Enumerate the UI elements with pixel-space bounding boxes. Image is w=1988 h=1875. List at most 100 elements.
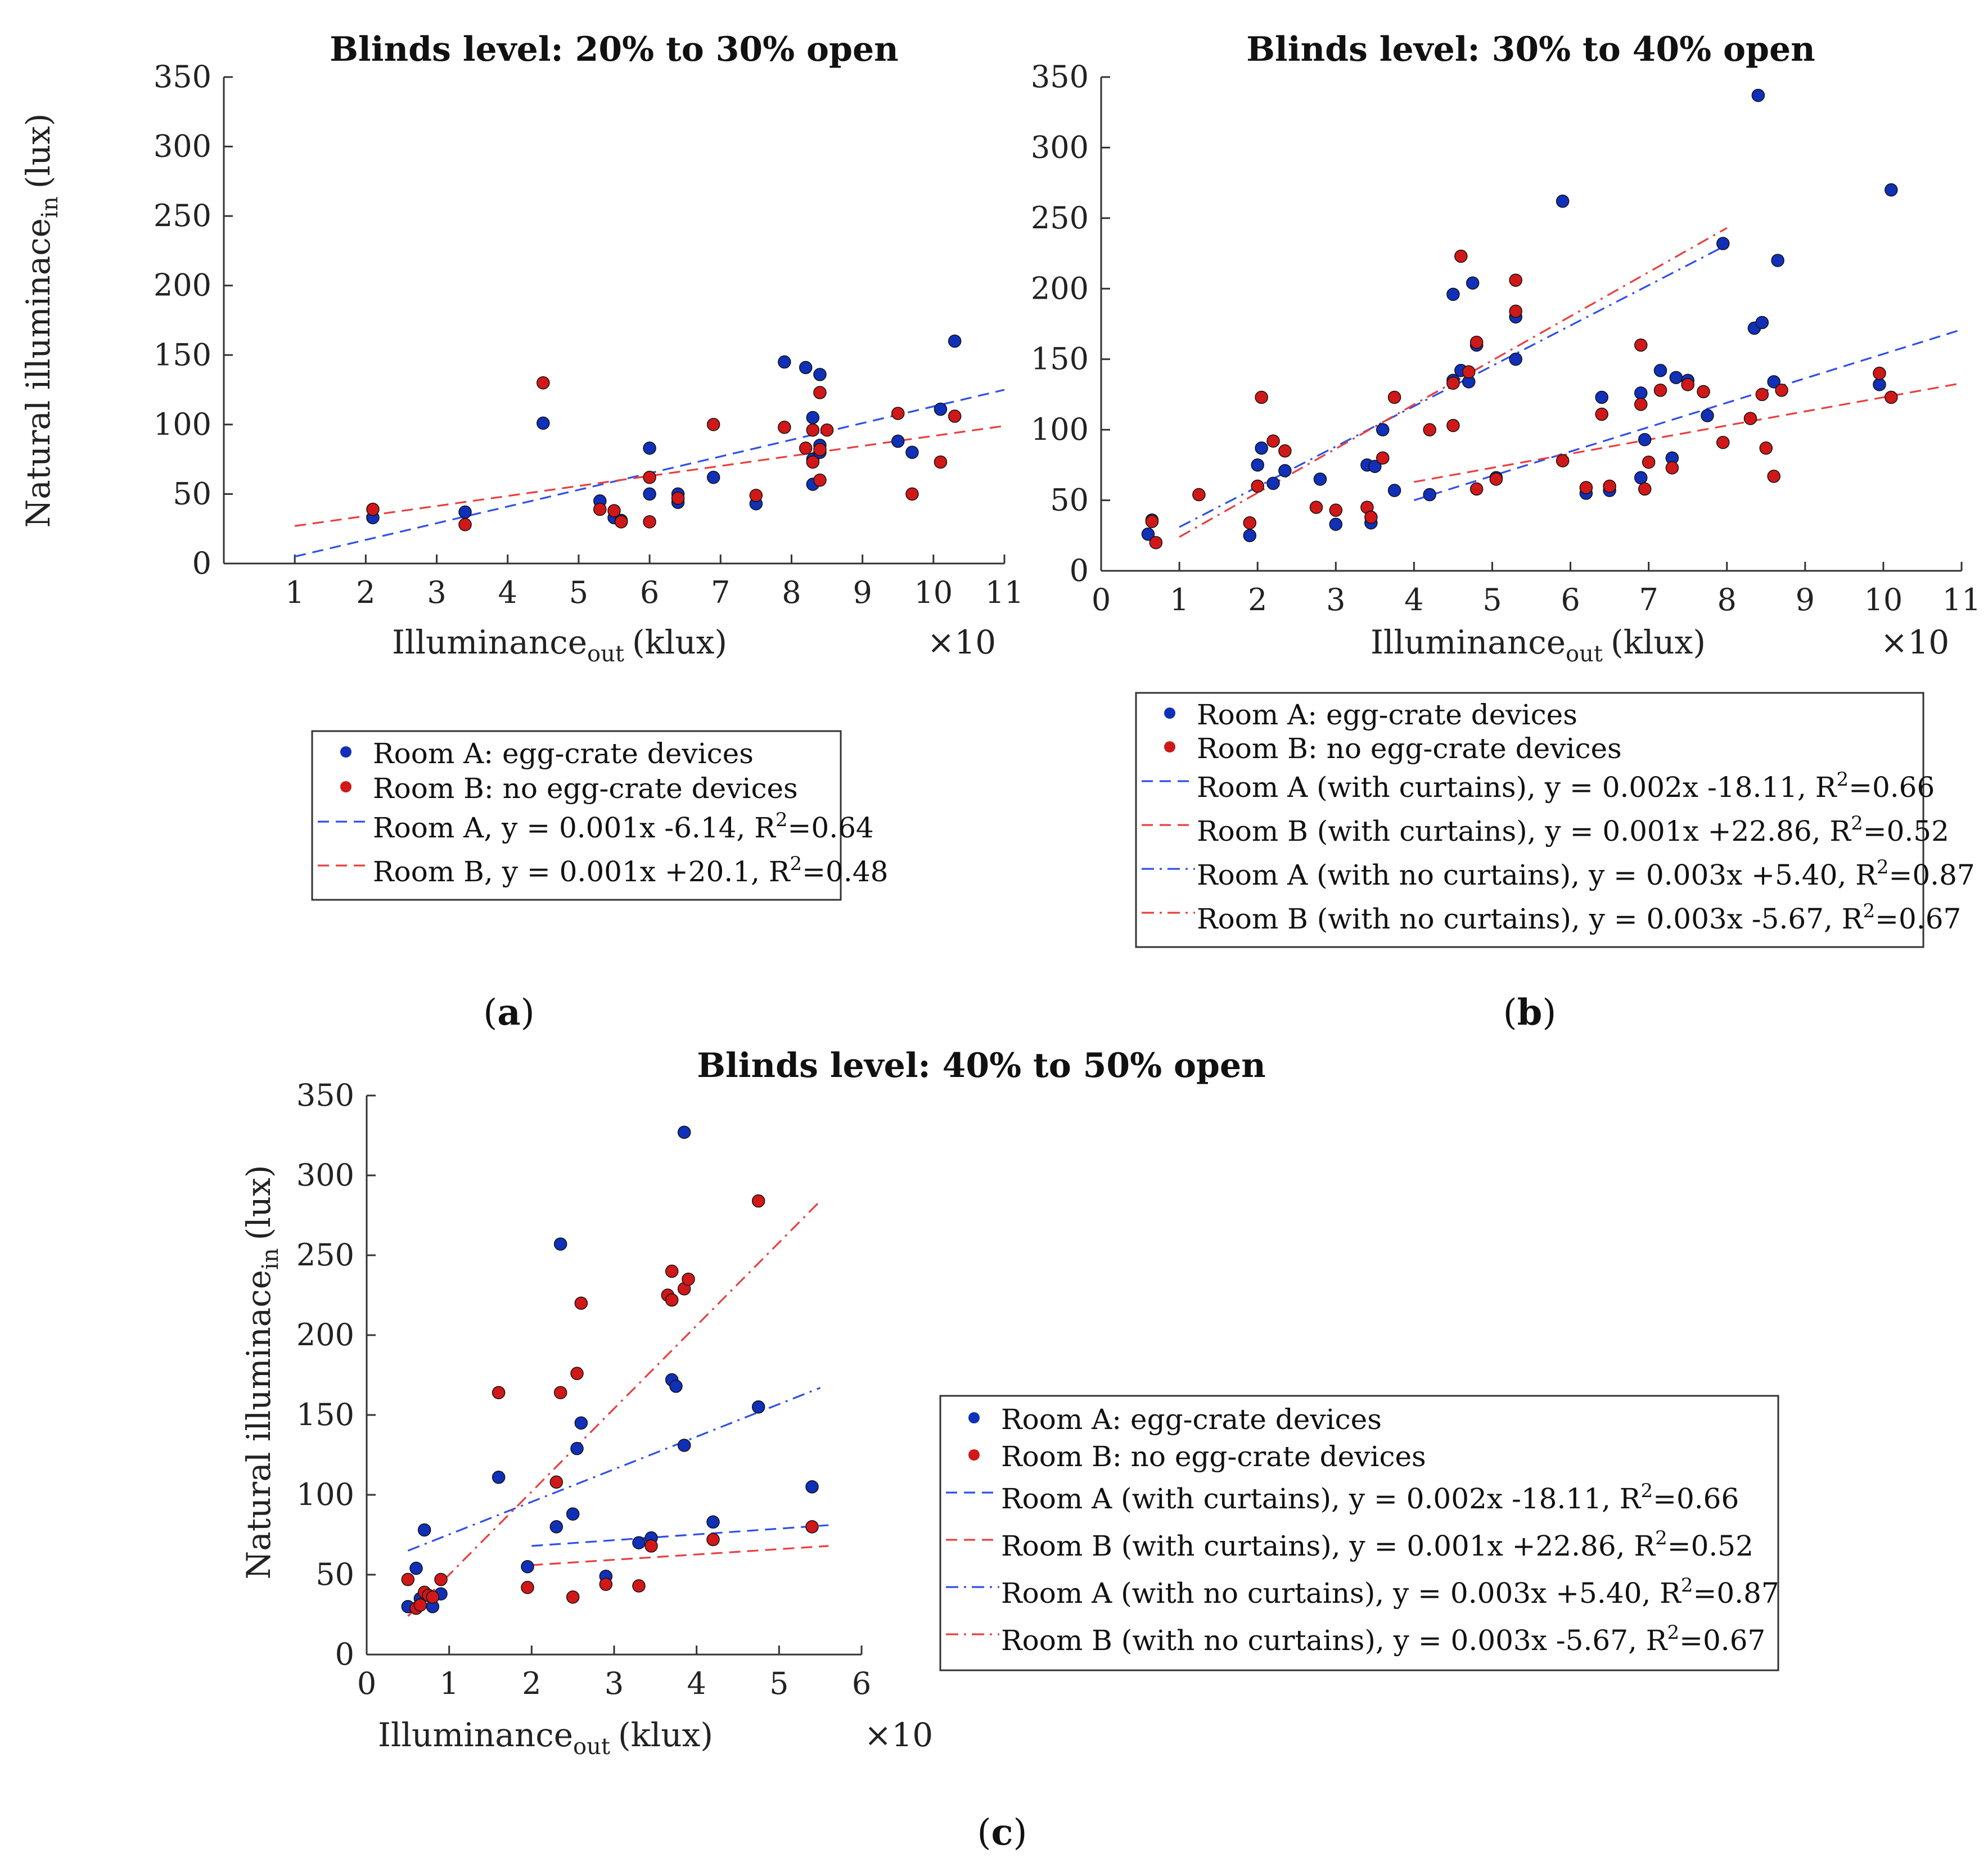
data-point	[1313, 472, 1327, 486]
data-point	[1149, 536, 1163, 549]
data-point	[537, 376, 550, 390]
y-axis-label-unit: (lux)	[240, 1165, 278, 1240]
x-tick-label: 4	[1404, 582, 1423, 618]
y-axis-label: Natural illuminacein (lux)	[240, 1165, 283, 1579]
data-point	[806, 455, 820, 469]
legend-entry: Room A: egg-crate devices	[1197, 698, 1577, 731]
chart-title: Blinds level: 20% to 30% open	[330, 30, 899, 69]
legend-entry: Room B (with curtains), y = 0.001x +22.8…	[1197, 812, 1949, 848]
panel-label: (b)	[1503, 991, 1557, 1034]
x-tick-label: 9	[853, 575, 872, 610]
data-point	[1509, 273, 1522, 287]
data-point	[1595, 407, 1608, 421]
data-point	[1885, 390, 1898, 404]
legend-box	[1135, 692, 1924, 948]
data-point	[1642, 456, 1656, 469]
data-point	[413, 1598, 427, 1612]
y-tick-label: 350	[154, 59, 211, 94]
data-point	[1329, 503, 1343, 517]
legend-marker	[1164, 707, 1175, 719]
y-tick-label: 300	[1031, 129, 1089, 165]
data-point	[1376, 423, 1390, 436]
data-point	[671, 492, 685, 505]
data-point	[948, 334, 962, 348]
legend-entry-tail: =0.52	[1667, 1530, 1753, 1562]
data-point	[417, 1523, 431, 1537]
legend-entry-text: Room B (with no curtains), y = 0.003x -5…	[1001, 1624, 1668, 1657]
legend-marker	[968, 1449, 980, 1461]
legend-entry-tail: =0.67	[1875, 903, 1961, 935]
legend-entry-sup: 2	[1681, 1574, 1693, 1597]
x-axis-multiplier: ×10	[1881, 623, 1949, 661]
x-tick-label: 4	[687, 1666, 706, 1701]
x-tick-label: 1	[1170, 582, 1189, 618]
data-point	[1873, 378, 1886, 391]
legend-entry: Room A (with no curtains), y = 0.003x +5…	[1197, 856, 1975, 891]
fit-line	[1413, 328, 1962, 502]
y-axis-label-main: Natural illuminace	[240, 1270, 278, 1580]
data-point	[1387, 484, 1401, 497]
data-point	[677, 1125, 691, 1139]
legend-entry-text: Room A, y = 0.001x -6.14, R	[373, 812, 776, 844]
x-tick-label: 8	[1717, 582, 1737, 618]
data-point	[1634, 471, 1648, 485]
data-point	[778, 421, 791, 434]
data-point	[643, 487, 656, 501]
data-point	[813, 473, 827, 487]
data-point	[778, 355, 791, 369]
y-tick-label: 100	[154, 407, 211, 442]
data-point	[891, 407, 905, 420]
y-tick-label: 250	[154, 198, 211, 233]
data-point	[549, 1520, 564, 1534]
data-point	[1579, 481, 1593, 494]
data-point	[1665, 461, 1679, 475]
y-tick-label: 50	[1050, 483, 1089, 518]
legend-entry-text: Room B, y = 0.001x +20.1, R	[373, 855, 791, 888]
data-point	[905, 445, 919, 459]
data-point	[665, 1264, 679, 1278]
data-point	[1469, 335, 1484, 349]
legend-marker	[1164, 741, 1175, 752]
data-point	[751, 1400, 765, 1414]
legend-entry-text: Room B: no egg-crate devices	[373, 772, 798, 805]
chart-title: Blinds level: 40% to 50% open	[697, 1046, 1266, 1085]
legend-entry-tail: =0.66	[1653, 1482, 1739, 1515]
fit-line	[407, 1200, 821, 1617]
y-tick-label: 300	[296, 1157, 354, 1193]
legend-entry-sup: 2	[1863, 900, 1875, 922]
data-point	[682, 1272, 695, 1286]
data-point	[1309, 501, 1323, 514]
x-tick-label: 2	[356, 575, 375, 610]
x-tick-label: 10	[1864, 582, 1903, 618]
fit-line	[531, 1545, 829, 1566]
data-point	[1145, 515, 1159, 528]
y-axis-label-main: Natural illuminace	[19, 218, 57, 528]
y-tick-label: 250	[1031, 200, 1089, 236]
data-point	[1376, 451, 1390, 465]
data-point	[820, 423, 834, 437]
x-tick-label: 0	[1092, 582, 1111, 618]
legend-entry-text: Room A: egg-crate devices	[373, 737, 754, 770]
data-point	[549, 1475, 564, 1489]
data-point	[1873, 367, 1886, 380]
data-point	[1266, 434, 1280, 448]
data-point	[599, 1577, 613, 1591]
legend-entry-tail: =0.66	[1849, 771, 1935, 804]
data-point	[1638, 432, 1652, 447]
data-point	[1368, 459, 1382, 474]
chart-title: Blinds level: 30% to 40% open	[1246, 30, 1815, 69]
y-tick-label: 200	[1031, 271, 1089, 306]
x-tick-label: 2	[1248, 582, 1267, 618]
data-point	[749, 489, 763, 502]
data-point	[751, 1194, 765, 1208]
data-point	[669, 1380, 683, 1393]
y-axis-label-sub: in	[37, 196, 63, 218]
data-point	[1775, 384, 1788, 397]
data-point	[1697, 385, 1710, 399]
fit-line	[531, 1524, 829, 1547]
data-point	[813, 386, 827, 399]
data-point	[593, 502, 607, 516]
data-point	[574, 1416, 588, 1430]
panel-label-open: (	[483, 992, 497, 1034]
